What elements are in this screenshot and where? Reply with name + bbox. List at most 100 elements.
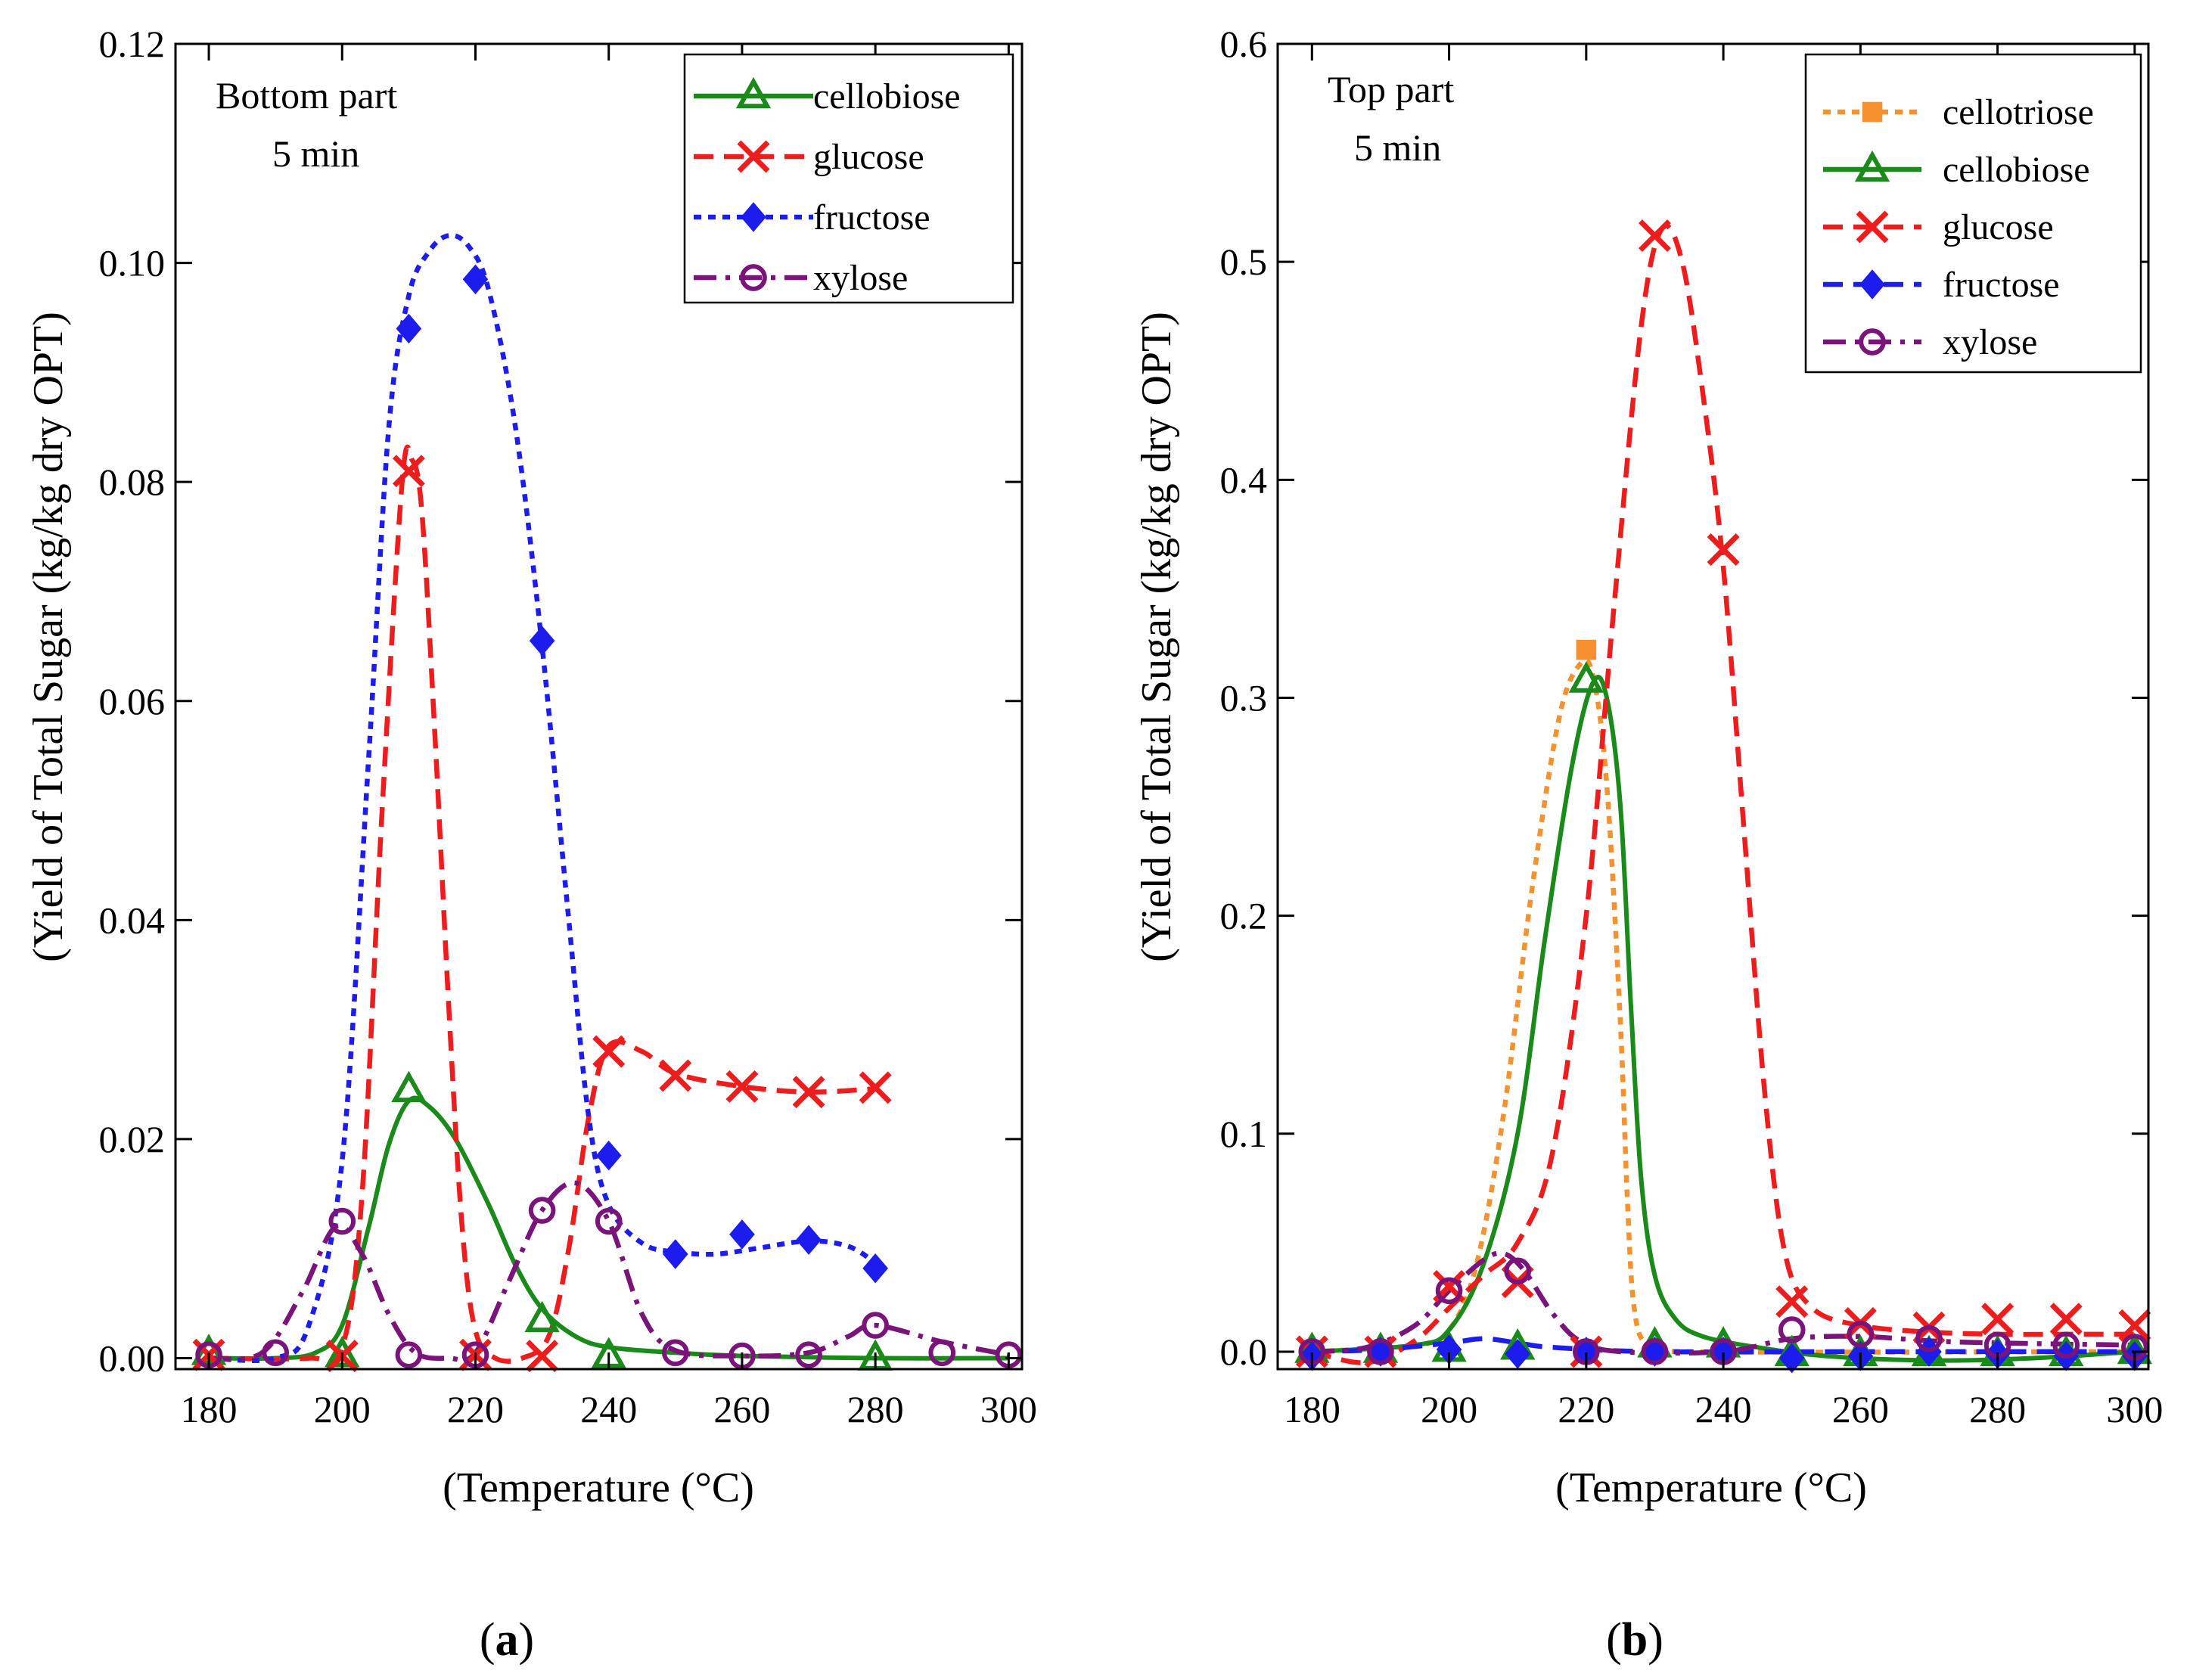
annotation-line-1: Top part (1328, 68, 1454, 110)
series-line-cellobiose (1312, 675, 2136, 1363)
data-point-fructose (862, 1253, 888, 1284)
data-point-xylose (528, 1197, 556, 1224)
data-point-fructose (529, 626, 555, 656)
y-tick-label: 0.10 (99, 242, 166, 284)
y-tick-label: 0.08 (99, 461, 166, 503)
y-tick-label: 0.02 (99, 1118, 166, 1160)
y-tick-label: 0.2 (1220, 895, 1268, 937)
legend-label-xylose: xylose (813, 258, 908, 298)
y-tick-label: 0.4 (1220, 458, 1268, 501)
y-tick-label: 0.0 (1220, 1331, 1268, 1373)
legend-marker-xylose (1859, 328, 1886, 356)
data-point-fructose (729, 1219, 755, 1250)
data-point-fructose (1778, 1343, 1805, 1374)
annotation-line-1: Bottom part (216, 74, 397, 116)
legend-marker-cellotriose (1862, 101, 1883, 123)
data-point-xylose (1641, 1338, 1669, 1365)
x-tick-label: 200 (314, 1388, 371, 1430)
y-tick-label: 0.00 (99, 1337, 166, 1380)
y-tick-label: 0.06 (99, 680, 166, 722)
panel-letter: b (1622, 1614, 1648, 1666)
data-point-fructose (396, 313, 422, 344)
data-point-xylose (262, 1339, 289, 1367)
x-tick-label: 240 (580, 1388, 637, 1430)
data-point-glucose (1638, 219, 1671, 253)
data-point-fructose (462, 264, 489, 295)
data-point-fructose (796, 1225, 822, 1255)
x-tick-label: 260 (713, 1388, 770, 1430)
y-tick-label: 0.04 (99, 899, 166, 941)
plot-frame-b (1276, 42, 2150, 1371)
legend-b: cellotriose cellobiose glucose fructose xylo… (1823, 92, 2094, 362)
x-axis-title: (Temperature (°C) (443, 1464, 754, 1511)
x-tick-label: 180 (181, 1388, 238, 1430)
data-point-glucose (2049, 1303, 2083, 1336)
legend-marker-xylose (740, 264, 767, 291)
data-point-glucose (592, 1035, 626, 1068)
data-point-glucose (392, 455, 425, 488)
data-point-cellotriose (1576, 639, 1597, 660)
x-tick-label: 180 (1284, 1388, 1340, 1430)
panel-letter: a (495, 1614, 519, 1666)
data-point-glucose (1981, 1303, 2014, 1336)
series-line-fructose (209, 232, 878, 1363)
series-line-cellobiose (209, 1095, 1009, 1362)
annotation-line-2: 5 min (1354, 126, 1441, 169)
data-point-xylose (662, 1339, 689, 1367)
data-point-xylose (395, 1341, 423, 1368)
legend-label-fructose: fructose (1943, 265, 2060, 305)
ticks-layer-b: 180 200 220 240 260 280 300 0.0 0.1 0.2 0.3 0.4 0.5 0… (1220, 23, 2164, 1430)
data-point-xylose (862, 1312, 889, 1339)
legend-label-xylose: xylose (1943, 322, 2037, 362)
plot-frame-a (174, 42, 1024, 1371)
x-tick-label: 220 (447, 1388, 504, 1430)
data-point-cellobiose (524, 1300, 560, 1333)
data-point-fructose (595, 1140, 622, 1171)
x-tick-label: 240 (1695, 1388, 1752, 1430)
data-point-cellobiose (1568, 661, 1604, 693)
data-point-xylose (1847, 1321, 1875, 1348)
chart-panel-a: 180 200 220 240 260 280 300 0.00 0.02 0.04 0.06 0.0… (25, 23, 1037, 1666)
marker-layer-b (1294, 219, 2153, 1374)
data-point-glucose (1707, 533, 1740, 567)
data-point-glucose (2118, 1309, 2151, 1342)
legend-marker-cellobiose (735, 76, 772, 109)
x-tick-label: 300 (2106, 1388, 2163, 1430)
data-point-glucose (859, 1071, 892, 1104)
data-point-xylose (1435, 1277, 1463, 1305)
data-point-xylose (1367, 1338, 1394, 1365)
series-line-fructose (1312, 1336, 2135, 1355)
data-point-xylose (595, 1207, 623, 1235)
y-tick-label: 0.3 (1220, 676, 1268, 719)
data-point-glucose (792, 1076, 825, 1109)
data-point-glucose (1775, 1285, 1809, 1318)
x-tick-label: 260 (1832, 1388, 1889, 1430)
x-axis-title: (Temperature (°C) (1555, 1464, 1867, 1511)
x-tick-label: 280 (1969, 1388, 2026, 1430)
data-point-xylose (2052, 1331, 2080, 1359)
data-point-xylose (928, 1339, 956, 1367)
y-axis-title: (Yield of Total Sugar (kg/kg dry OPT) (1133, 312, 1180, 962)
data-point-xylose (1778, 1316, 1806, 1343)
data-point-glucose (725, 1070, 759, 1103)
y-tick-label: 0.5 (1220, 241, 1268, 283)
legend-marker-glucose (1856, 210, 1889, 244)
legend-label-cellobiose: cellobiose (1943, 150, 2090, 190)
legend-marker-cellobiose (1854, 150, 1890, 182)
legend-label-cellotriose: cellotriose (1943, 92, 2094, 132)
x-tick-label: 300 (980, 1388, 1037, 1430)
annotation-line-2: 5 min (272, 132, 359, 175)
x-tick-label: 220 (1558, 1388, 1614, 1430)
panel-caption: (a) (480, 1614, 534, 1666)
data-point-fructose (663, 1239, 688, 1269)
legend-label-fructose: fructose (813, 197, 930, 238)
x-tick-label: 280 (847, 1388, 904, 1430)
ticks-layer-a: 180 200 220 240 260 280 300 0.00 0.02 0.04 0.06 0.0… (99, 23, 1037, 1430)
data-point-cellobiose (391, 1070, 427, 1103)
x-tick-label: 200 (1421, 1388, 1477, 1430)
chart-panel-b: 180 200 220 240 260 280 300 0.0 0.1 0.2 0.3 0.4 0.5 0… (1133, 23, 2163, 1666)
data-point-xylose (328, 1207, 356, 1235)
data-point-xylose (1915, 1324, 1943, 1352)
y-tick-label: 0.12 (99, 23, 166, 65)
